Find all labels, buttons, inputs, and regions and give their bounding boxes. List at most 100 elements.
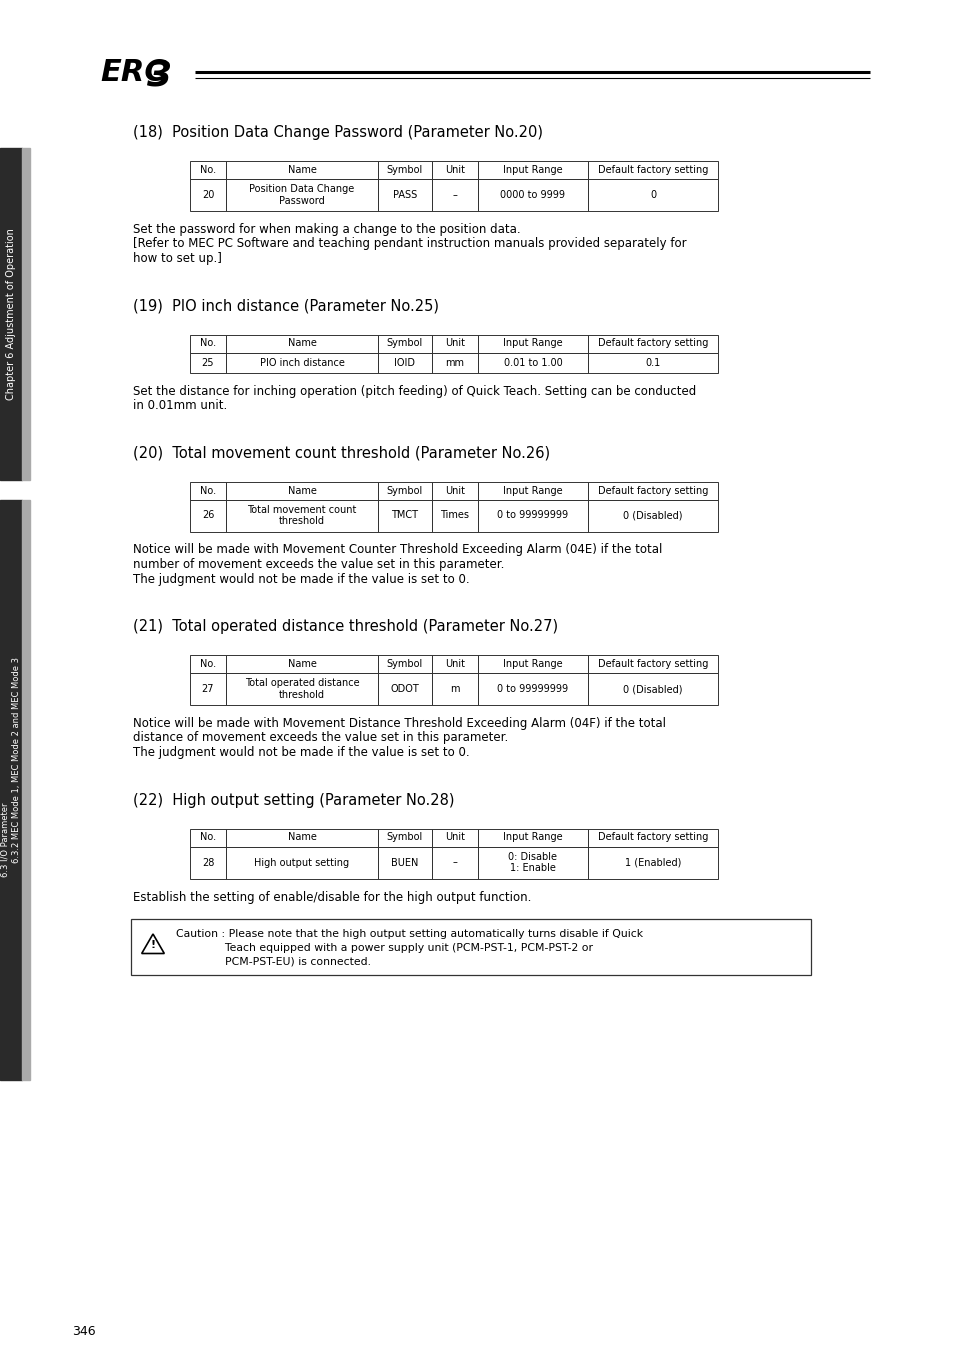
- Text: mm: mm: [445, 358, 464, 367]
- Bar: [432, 161, 477, 180]
- Text: Name: Name: [287, 339, 316, 348]
- Text: Unit: Unit: [444, 659, 464, 670]
- Text: 1 (Enabled): 1 (Enabled): [624, 857, 680, 868]
- Text: PCM-PST-EU) is connected.: PCM-PST-EU) is connected.: [175, 957, 371, 967]
- Text: ERC: ERC: [100, 58, 167, 86]
- Bar: [190, 161, 226, 180]
- Bar: [190, 846, 226, 879]
- Bar: [587, 352, 718, 373]
- Bar: [190, 482, 226, 500]
- Bar: [377, 500, 432, 532]
- Bar: [432, 180, 477, 211]
- Bar: [22, 148, 30, 481]
- Text: 1: Enable: 1: Enable: [510, 863, 556, 873]
- Bar: [226, 352, 377, 373]
- Bar: [377, 674, 432, 705]
- Bar: [377, 335, 432, 352]
- Bar: [377, 161, 432, 180]
- Text: Notice will be made with Movement Counter Threshold Exceeding Alarm (04E) if the: Notice will be made with Movement Counte…: [132, 544, 661, 556]
- Bar: [190, 674, 226, 705]
- Bar: [432, 500, 477, 532]
- Text: m: m: [450, 684, 459, 694]
- Text: (18)  Position Data Change Password (Parameter No.20): (18) Position Data Change Password (Para…: [132, 126, 542, 140]
- Bar: [587, 482, 718, 500]
- Text: No.: No.: [200, 659, 215, 670]
- Bar: [477, 352, 587, 373]
- Text: Input Range: Input Range: [502, 339, 562, 348]
- Text: Name: Name: [287, 165, 316, 176]
- Text: Symbol: Symbol: [387, 659, 423, 670]
- Bar: [587, 500, 718, 532]
- Bar: [587, 161, 718, 180]
- Bar: [477, 161, 587, 180]
- Text: Symbol: Symbol: [387, 486, 423, 495]
- Text: The judgment would not be made if the value is set to 0.: The judgment would not be made if the va…: [132, 747, 469, 759]
- Bar: [432, 674, 477, 705]
- Text: Symbol: Symbol: [387, 833, 423, 842]
- Text: PASS: PASS: [393, 190, 416, 200]
- Text: 27: 27: [201, 684, 214, 694]
- Bar: [131, 919, 810, 975]
- Bar: [477, 674, 587, 705]
- Text: 26: 26: [202, 510, 214, 521]
- Text: IOID: IOID: [395, 358, 416, 367]
- Text: 0000 to 9999: 0000 to 9999: [500, 190, 565, 200]
- Text: Times: Times: [440, 510, 469, 521]
- Text: No.: No.: [200, 165, 215, 176]
- Text: 6.3 I/O Parameter: 6.3 I/O Parameter: [1, 803, 10, 878]
- Text: 0 (Disabled): 0 (Disabled): [622, 684, 682, 694]
- Bar: [432, 352, 477, 373]
- Bar: [377, 482, 432, 500]
- Text: distance of movement exceeds the value set in this parameter.: distance of movement exceeds the value s…: [132, 732, 508, 744]
- Text: Name: Name: [287, 659, 316, 670]
- Bar: [226, 335, 377, 352]
- Text: 0.01 to 1.00: 0.01 to 1.00: [503, 358, 561, 367]
- Text: Unit: Unit: [444, 339, 464, 348]
- Text: Name: Name: [287, 833, 316, 842]
- Bar: [432, 482, 477, 500]
- Text: 0 to 99999999: 0 to 99999999: [497, 510, 568, 521]
- Bar: [226, 846, 377, 879]
- Text: The judgment would not be made if the value is set to 0.: The judgment would not be made if the va…: [132, 572, 469, 586]
- Bar: [477, 335, 587, 352]
- Bar: [377, 829, 432, 846]
- Text: Caution : Please note that the high output setting automatically turns disable i: Caution : Please note that the high outp…: [175, 929, 642, 940]
- Text: Default factory setting: Default factory setting: [598, 486, 707, 495]
- Text: Chapter 6 Adjustment of Operation: Chapter 6 Adjustment of Operation: [6, 228, 16, 400]
- Bar: [226, 655, 377, 674]
- Text: (22)  High output setting (Parameter No.28): (22) High output setting (Parameter No.2…: [132, 792, 454, 807]
- Text: No.: No.: [200, 339, 215, 348]
- Bar: [477, 655, 587, 674]
- Text: [Refer to MEC PC Software and teaching pendant instruction manuals provided sepa: [Refer to MEC PC Software and teaching p…: [132, 238, 686, 251]
- Text: !: !: [151, 940, 155, 950]
- Bar: [432, 655, 477, 674]
- Bar: [226, 482, 377, 500]
- Bar: [587, 846, 718, 879]
- Text: 20: 20: [202, 190, 214, 200]
- Bar: [377, 352, 432, 373]
- Text: –: –: [452, 857, 456, 868]
- Text: Input Range: Input Range: [502, 165, 562, 176]
- Text: Input Range: Input Range: [502, 659, 562, 670]
- Text: Password: Password: [279, 196, 325, 205]
- Bar: [226, 674, 377, 705]
- Text: High output setting: High output setting: [254, 857, 349, 868]
- Text: –: –: [452, 190, 456, 200]
- Text: PIO inch distance: PIO inch distance: [259, 358, 344, 367]
- Text: how to set up.]: how to set up.]: [132, 252, 222, 265]
- Bar: [190, 500, 226, 532]
- Text: 0.1: 0.1: [644, 358, 659, 367]
- Bar: [477, 846, 587, 879]
- Text: Unit: Unit: [444, 833, 464, 842]
- Text: 0 (Disabled): 0 (Disabled): [622, 510, 682, 521]
- Bar: [587, 655, 718, 674]
- Text: Default factory setting: Default factory setting: [598, 659, 707, 670]
- Bar: [190, 180, 226, 211]
- Text: Set the distance for inching operation (pitch feeding) of Quick Teach. Setting c: Set the distance for inching operation (…: [132, 385, 696, 397]
- Text: Position Data Change: Position Data Change: [249, 185, 355, 194]
- Text: Symbol: Symbol: [387, 165, 423, 176]
- Text: in 0.01mm unit.: in 0.01mm unit.: [132, 400, 227, 412]
- Bar: [226, 161, 377, 180]
- Text: Notice will be made with Movement Distance Threshold Exceeding Alarm (04F) if th: Notice will be made with Movement Distan…: [132, 717, 665, 730]
- Text: Total movement count: Total movement count: [247, 505, 356, 514]
